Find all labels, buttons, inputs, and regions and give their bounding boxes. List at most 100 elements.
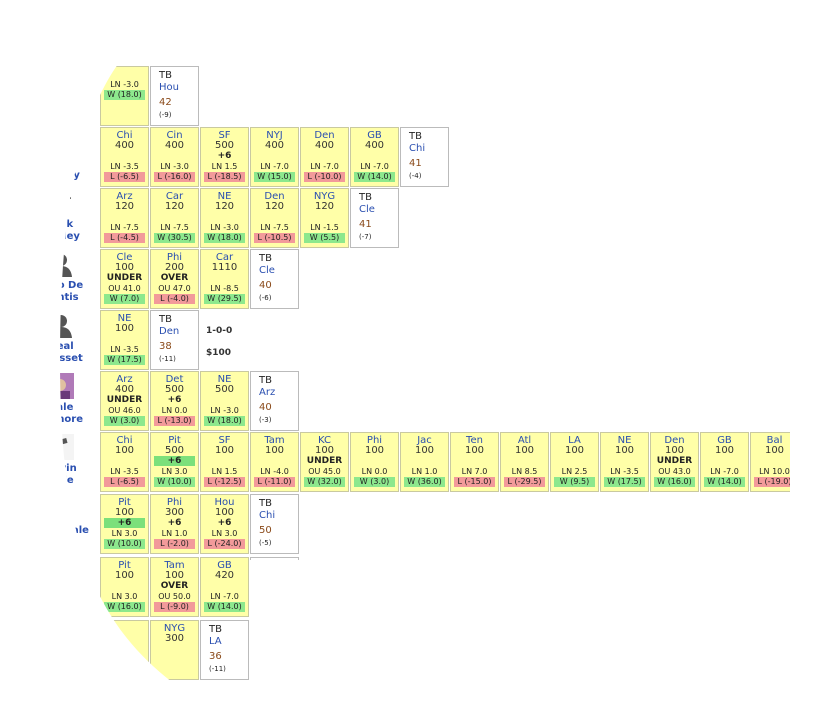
current-points: 40 (259, 280, 272, 291)
record-block: 1-1-0 $100 (256, 636, 282, 668)
current-game-cell: TB Cle 40 (-6) (250, 249, 299, 309)
pick-result: L (-9.0) (154, 602, 195, 612)
current-margin: (-4) (409, 172, 422, 180)
pick-line: LN 3.0 (161, 467, 188, 476)
pick-amount: 500 (164, 445, 185, 456)
pick-amount: 400 (114, 140, 135, 151)
pick-cell: Bal 100 LN 10.0 L (-19.0) (750, 432, 799, 492)
avatar[interactable] (48, 190, 74, 216)
pick-amount: 200 (164, 262, 185, 273)
pick-amount: 120 (164, 201, 185, 212)
pick-spread-empty (301, 212, 348, 222)
pick-result: W (3.0) (104, 416, 145, 426)
pick-cell: Det 500 +6 LN 0.0 L (-13.0) (150, 371, 199, 431)
avatar[interactable] (48, 373, 74, 399)
pick-line: LN 2.5 (561, 467, 588, 476)
current-points: 40 (259, 402, 272, 413)
pick-result: L (-11.0) (254, 477, 295, 487)
current-points: 42 (259, 588, 272, 599)
pick-line: LN -7.5 (260, 223, 289, 232)
pick-cell (100, 620, 149, 680)
current-margin: (-3) (259, 416, 272, 424)
pick-spread-empty (451, 456, 498, 466)
money: $120 (406, 226, 432, 236)
pick-line: LN 10.0 (759, 467, 790, 476)
player-name[interactable]: Kevin Hale (45, 463, 77, 486)
pick-spread-empty (401, 456, 448, 466)
pick-line: LN -3.5 (110, 467, 139, 476)
pick-amount: 100 (114, 570, 135, 581)
pick-spread-empty (251, 212, 298, 222)
pick-amount: 400 (364, 140, 385, 151)
record: 2-1-0 (306, 387, 333, 397)
record-block: 2-1-0 $400 (306, 387, 332, 419)
pick-cell: Chi 400 LN -3.5 L (-6.5) (100, 127, 149, 187)
user-silhouette-icon[interactable] (48, 251, 74, 277)
pick-result: L (-10.5) (254, 233, 295, 243)
pick-line: OU 46.0 (108, 406, 141, 415)
pick-cell: Hou 100 +6 LN 3.0 L (-24.0) (200, 494, 249, 554)
pick-cell: NYJ 400 LN -7.0 W (15.0) (250, 127, 299, 187)
pick-spread: +6 (104, 518, 145, 528)
player-name[interactable]: Dino De Santis (38, 280, 84, 303)
pick-line: LN -7.0 (710, 467, 739, 476)
pick-cell: Pit 500 +6 LN 3.0 W (10.0) (150, 432, 199, 492)
pick-amount: 100 (264, 445, 285, 456)
player-name[interactable]: ...una Muddy (42, 158, 80, 181)
pick-spread: OVER (160, 581, 189, 591)
pick-cell: Arz 120 LN -7.5 L (-4.5) (100, 188, 149, 248)
player-name[interactable]: Dick Cooley (42, 219, 80, 242)
pick-cell: Den 100 UNDER OU 43.0 W (16.0) (650, 432, 699, 492)
pick-spread-empty (751, 456, 798, 466)
avatar[interactable] (48, 434, 74, 460)
pick-spread-empty (601, 456, 648, 466)
pick-cell: SF 500 +6 LN 1.5 L (-18.5) (200, 127, 249, 187)
current-team: TB (159, 70, 172, 81)
pick-spread-empty (151, 151, 198, 161)
pick-result: W (18.0) (104, 90, 145, 100)
record-block: 1-0-0 $100 (206, 326, 232, 358)
current-margin: (-6) (259, 294, 272, 302)
pick-amount: 400 (114, 384, 135, 395)
pick-amount: 100 (214, 507, 235, 518)
current-margin: (-5) (259, 539, 272, 547)
pick-spread-empty (101, 69, 148, 79)
pick-result: W (14.0) (204, 602, 245, 612)
money: $1010 (306, 287, 338, 297)
player-name[interactable]: Kale Gilmore (38, 402, 84, 425)
pick-amount: 100 (714, 445, 735, 456)
pick-amount: 100 (364, 445, 385, 456)
current-opponent: Den (159, 326, 180, 337)
current-game-cell: TB Cle 41 (-7) (350, 188, 399, 248)
current-points: 38 (159, 341, 172, 352)
user-silhouette-icon[interactable] (48, 312, 74, 338)
player-name[interactable]: Troy ...ale (33, 525, 89, 536)
pick-amount: 100 (114, 507, 135, 518)
pick-result: W (5.5) (304, 233, 345, 243)
pick-amount: 1110 (211, 262, 238, 273)
top-money: $800 (206, 38, 232, 48)
pick-amount: 100 (114, 323, 135, 334)
pick-spread-empty (251, 151, 298, 161)
user-silhouette-icon[interactable] (48, 496, 74, 522)
user-silhouette-icon[interactable] (48, 129, 74, 155)
current-points: 36 (209, 651, 222, 662)
pick-cell: NYG 120 LN -1.5 W (5.5) (300, 188, 349, 248)
player-name[interactable]: Neal Fausset (39, 341, 83, 364)
pick-result: L (-15.0) (454, 477, 495, 487)
pick-spread: +6 (217, 518, 232, 528)
pick-line: LN 3.0 (111, 529, 138, 538)
pick-line: LN -7.0 (360, 162, 389, 171)
pick-line: LN 3.0 (211, 529, 238, 538)
pick-amount: 100 (514, 445, 535, 456)
pick-line: OU 43.0 (658, 467, 691, 476)
pick-result: W (15.0) (254, 172, 295, 182)
pick-spread-empty (101, 334, 148, 344)
pick-spread-empty (201, 456, 248, 466)
pick-cell: Pit 100 +6 LN 3.0 W (10.0) (100, 494, 149, 554)
money: $100 (256, 658, 282, 668)
pick-amount: 500 (214, 384, 235, 395)
pick-cell: Cin 400 LN -3.0 L (-16.0) (150, 127, 199, 187)
pick-line: OU 41.0 (108, 284, 141, 293)
